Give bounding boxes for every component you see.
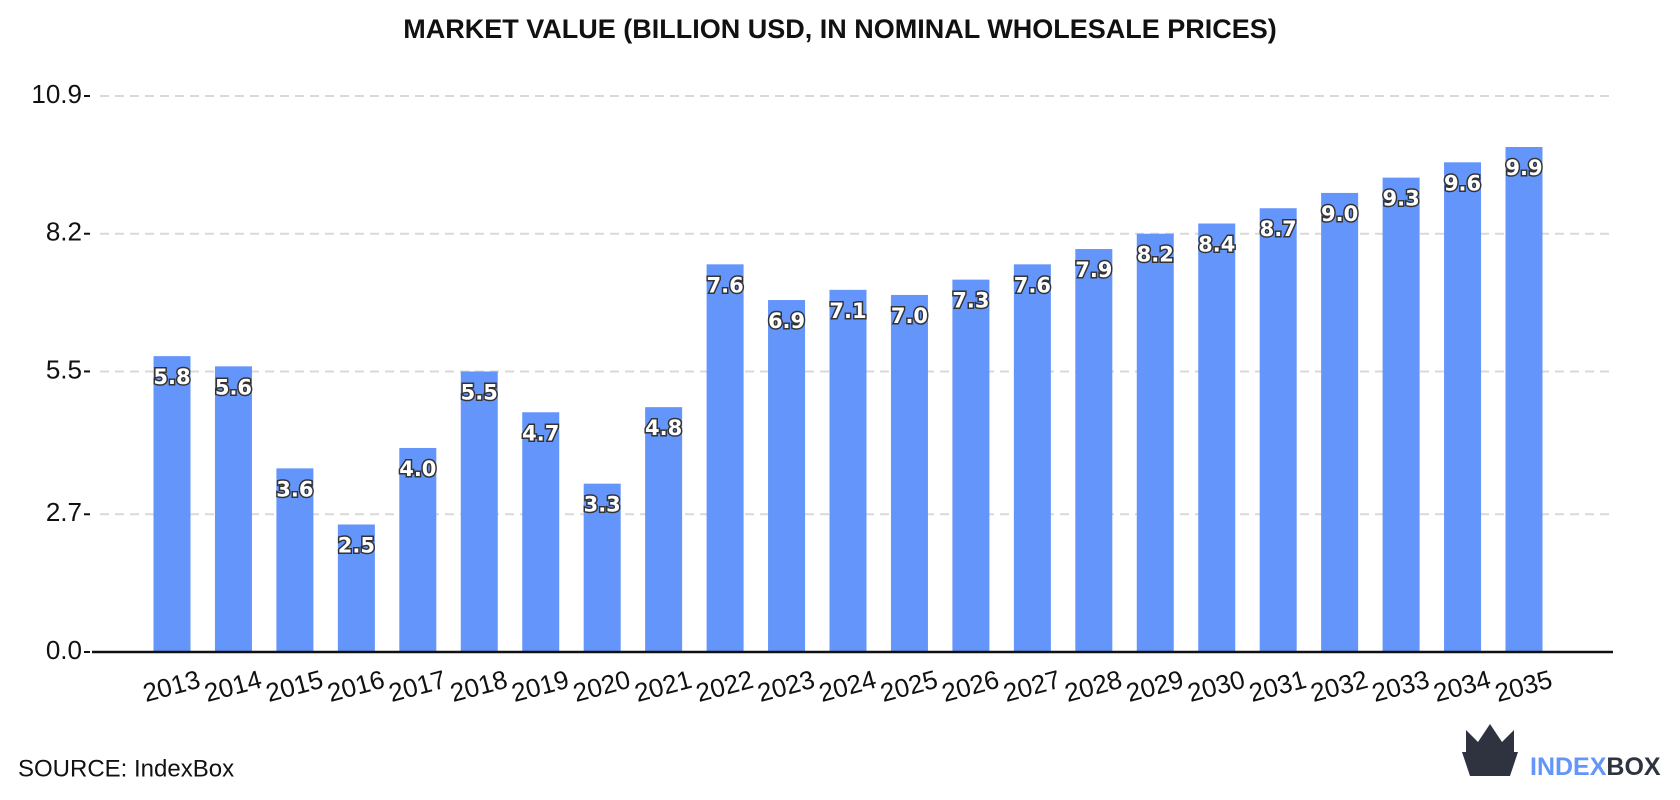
bar [890,294,928,652]
bar [214,366,252,652]
y-tick-label: 2.7 [46,497,82,527]
value-label: 8.4 [1198,233,1235,257]
bar [276,468,314,652]
x-tick-label: 2015 [263,664,327,708]
x-tick-label: 2020 [570,664,634,708]
x-tick-label: 2016 [324,664,388,708]
x-tick-label: 2033 [1369,664,1433,708]
bar [829,289,867,652]
x-tick-label: 2035 [1492,664,1556,708]
logo: INDEXBOX [1462,724,1661,781]
x-tick-label: 2026 [939,664,1003,708]
bar [768,300,806,652]
bar [399,447,437,652]
bar [645,407,683,652]
value-label: 3.6 [276,477,313,501]
value-label: 7.6 [706,273,743,297]
x-tick-label: 2019 [508,664,572,708]
value-label: 9.0 [1321,202,1358,226]
source: SOURCE: IndexBox [18,755,234,782]
x-tick-label: 2025 [877,664,941,708]
bar [706,264,744,652]
value-label: 4.7 [522,421,559,445]
value-label: 6.9 [768,309,805,333]
value-label: 7.1 [829,299,866,323]
x-tick-label: 2030 [1184,664,1248,708]
value-label: 2.5 [338,533,375,557]
y-tick-label: 10.9 [31,79,82,109]
x-tick-label: 2031 [1246,664,1310,708]
value-label: 8.2 [1137,243,1174,267]
x-tick-label: 2028 [1061,664,1125,708]
logo-part: BOX [1606,753,1661,781]
bar [522,412,560,652]
bar [952,279,990,652]
value-label: 7.3 [952,289,989,313]
bar [1505,147,1543,653]
x-tick-label: 2017 [385,664,449,708]
x-tick-label: 2021 [631,664,695,708]
x-tick-label: 2027 [1000,664,1064,708]
logo-icon-base [1462,752,1518,776]
bar [1136,233,1174,652]
bar [1321,192,1359,653]
y-tick-label: 0.0 [46,635,82,665]
value-label: 5.8 [153,365,190,389]
bar [1198,223,1236,652]
bar [1444,162,1482,652]
logo-icon [1466,724,1514,758]
bar [583,483,621,652]
value-label: 9.9 [1505,156,1542,180]
y-tick-label: 8.2 [46,217,82,247]
value-label: 8.7 [1260,217,1297,241]
x-tick-label: 2014 [201,664,265,708]
x-tick-label: 2034 [1430,664,1494,708]
value-label: 7.6 [1014,273,1051,297]
bar [1013,264,1051,652]
value-label: 7.9 [1075,258,1112,282]
bar [1259,208,1297,652]
bar [1075,249,1113,652]
chart-title: MARKET VALUE (BILLION USD, IN NOMINAL WH… [403,14,1277,44]
value-label: 7.0 [891,304,928,328]
value-label: 4.0 [399,457,436,481]
value-label: 3.3 [584,493,621,517]
bar [337,524,375,652]
value-label: 5.6 [215,375,252,399]
y-tick-label: 5.5 [46,354,82,384]
x-tick-label: 2018 [447,664,511,708]
value-label: 5.5 [461,380,498,404]
x-tick-label: 2032 [1307,664,1371,708]
value-label: 9.3 [1382,187,1419,211]
x-tick-label: 2029 [1123,664,1187,708]
bar [460,371,498,652]
x-tick-label: 2013 [140,664,204,708]
x-tick-label: 2022 [693,664,757,708]
logo-part: INDEX [1530,753,1607,781]
x-tick-label: 2024 [816,664,880,708]
x-tick-label: 2023 [754,664,818,708]
bar [153,356,191,652]
value-label: 9.6 [1444,171,1481,195]
logo-text: INDEXBOX [1530,753,1661,781]
value-label: 4.8 [645,416,682,440]
bar [1382,177,1420,652]
